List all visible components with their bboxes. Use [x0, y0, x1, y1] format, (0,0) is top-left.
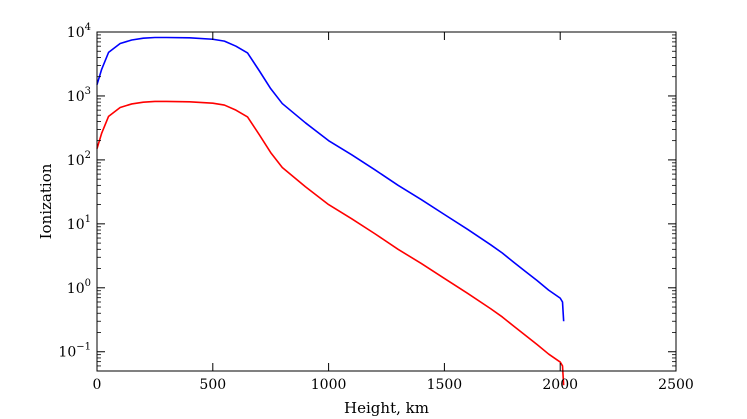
- x-tick-label: 1500: [427, 377, 463, 393]
- y-tick-label: 102: [67, 150, 91, 169]
- y-tick-label: 10−1: [58, 342, 91, 361]
- x-tick-label: 2000: [542, 377, 578, 393]
- y-tick-label: 103: [67, 86, 91, 105]
- y-axis-title: Ionization: [37, 163, 55, 239]
- x-axis-title: Height, km: [344, 399, 429, 417]
- series-line-1: [96, 100, 565, 386]
- series-line-0: [96, 36, 565, 322]
- x-tick-label: 1000: [311, 377, 347, 393]
- y-tick-label: 104: [67, 22, 91, 41]
- x-tick-label: 500: [199, 377, 226, 393]
- series-layer: [96, 36, 565, 386]
- x-tick-label: 0: [93, 377, 102, 393]
- y-tick-label: 100: [67, 278, 91, 297]
- plot-frame: [96, 31, 677, 372]
- x-tick-label: 2500: [658, 377, 694, 393]
- y-tick-label: 101: [67, 214, 91, 233]
- ticks-layer: 0 500 1000 1500 2000 2500 10−1 100 101 102 103 104: [58, 22, 693, 393]
